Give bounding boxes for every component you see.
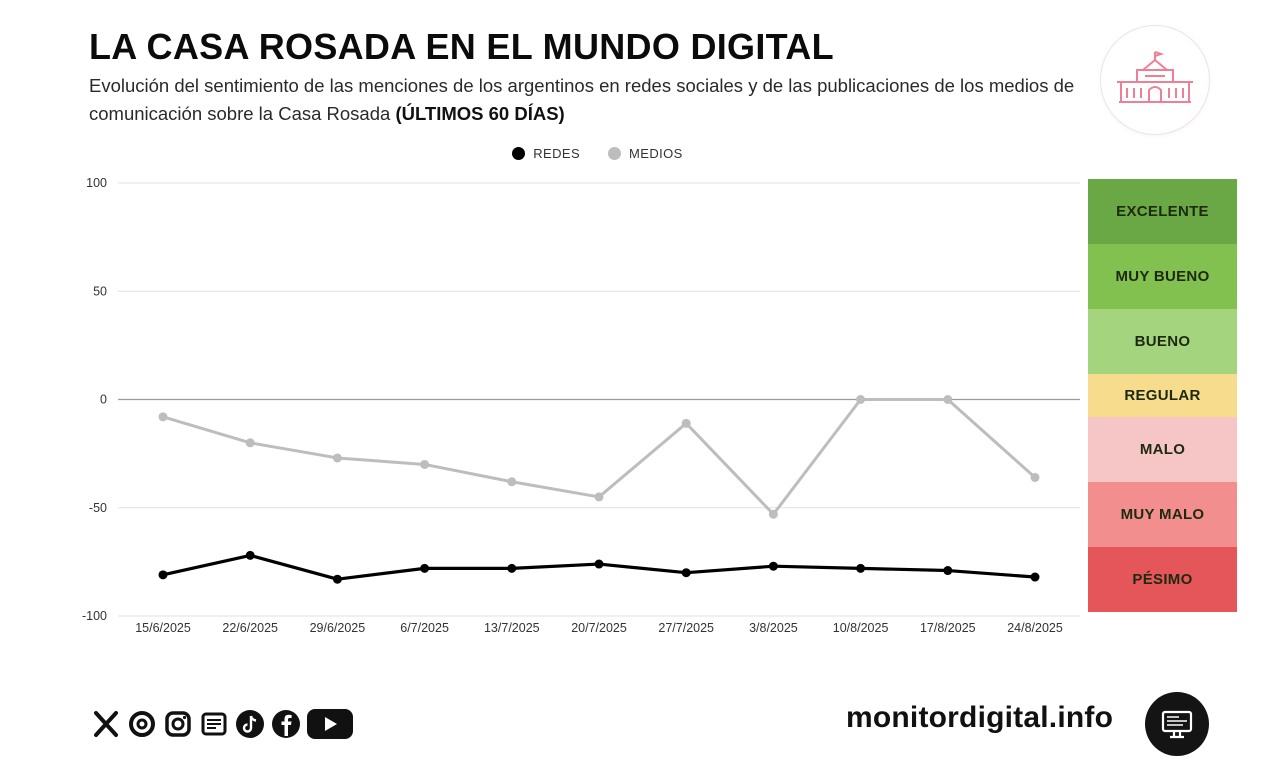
legend-item-redes: REDES	[512, 146, 580, 161]
legend-label-medios: MEDIOS	[629, 146, 683, 161]
subtitle-period: (ÚLTIMOS 60 DÍAS)	[395, 103, 565, 124]
newspaper-icon[interactable]	[197, 705, 231, 743]
casa-rosada-logo	[1101, 26, 1209, 134]
legend-label-redes: REDES	[533, 146, 581, 161]
site-url[interactable]: monitordigital.info	[846, 701, 1114, 734]
monitor-icon	[1145, 692, 1209, 756]
data-point-redes	[943, 566, 953, 576]
y-tick-label: 0	[100, 393, 107, 407]
data-point-medios	[943, 395, 953, 404]
data-point-redes	[332, 574, 342, 584]
x-tick-label: 24/8/2025	[1007, 621, 1063, 635]
social-icons	[89, 705, 355, 743]
x-icon[interactable]	[89, 705, 123, 743]
x-tick-label: 3/8/2025	[749, 621, 798, 635]
x-tick-label: 22/6/2025	[222, 621, 278, 635]
casa-rosada-building-icon	[1117, 51, 1193, 103]
data-point-redes	[158, 570, 168, 580]
legend-dot-medios	[608, 147, 622, 160]
x-tick-label: 6/7/2025	[400, 621, 449, 635]
chart-legend: REDES MEDIOS	[0, 146, 1195, 161]
data-point-redes	[594, 559, 604, 569]
data-point-redes	[768, 561, 778, 571]
scale-band-muy-malo: MUY MALO	[1088, 482, 1237, 547]
data-point-medios	[856, 395, 866, 404]
data-point-medios	[768, 509, 778, 519]
scale-band-excelente: EXCELENTE	[1088, 179, 1237, 244]
tiktok-icon[interactable]	[233, 705, 267, 743]
legend-item-medios: MEDIOS	[608, 146, 683, 161]
data-point-redes	[507, 563, 517, 573]
subtitle-text: Evolución del sentimiento de las mencion…	[89, 75, 1075, 124]
x-tick-label: 10/8/2025	[833, 621, 889, 635]
legend-dot-redes	[512, 147, 526, 160]
page-title: LA CASA ROSADA EN EL MUNDO DIGITAL	[89, 26, 834, 67]
x-tick-label: 17/8/2025	[920, 621, 976, 635]
x-tick-label: 20/7/2025	[571, 621, 627, 635]
y-tick-label: 100	[86, 176, 107, 190]
data-point-redes	[856, 563, 866, 573]
scale-band-bueno: BUENO	[1088, 308, 1237, 374]
data-point-redes	[420, 563, 430, 573]
threads-icon[interactable]	[125, 705, 159, 743]
data-point-redes	[245, 550, 255, 560]
page-subtitle: Evolución del sentimiento de las mencion…	[89, 72, 1079, 128]
sentiment-scale: EXCELENTE MUY BUENO BUENO REGULAR MALO MUY MA…	[1088, 179, 1237, 612]
scale-band-muy-bueno: MUY BUENO	[1088, 243, 1237, 309]
x-tick-label: 29/6/2025	[310, 621, 366, 635]
data-point-medios	[420, 459, 430, 469]
youtube-icon[interactable]	[305, 705, 355, 743]
data-point-medios	[507, 477, 517, 487]
data-point-redes	[681, 568, 691, 578]
x-tick-label: 27/7/2025	[658, 621, 714, 635]
instagram-icon[interactable]	[161, 705, 195, 743]
x-tick-label: 13/7/2025	[484, 621, 540, 635]
data-point-medios	[1030, 472, 1040, 482]
facebook-icon[interactable]	[269, 705, 303, 743]
y-tick-label: 50	[93, 284, 107, 298]
data-point-medios	[332, 453, 342, 463]
x-tick-label: 15/6/2025	[135, 621, 191, 635]
data-point-redes	[1030, 572, 1040, 582]
data-point-medios	[245, 438, 255, 448]
data-point-medios	[594, 492, 604, 502]
scale-band-regular: REGULAR	[1088, 373, 1237, 418]
scale-band-pésimo: PÉSIMO	[1088, 546, 1237, 612]
data-point-medios	[681, 418, 691, 428]
data-point-medios	[158, 412, 168, 422]
y-tick-label: -100	[82, 609, 107, 623]
scale-band-malo: MALO	[1088, 417, 1237, 483]
y-tick-label: -50	[89, 501, 107, 515]
